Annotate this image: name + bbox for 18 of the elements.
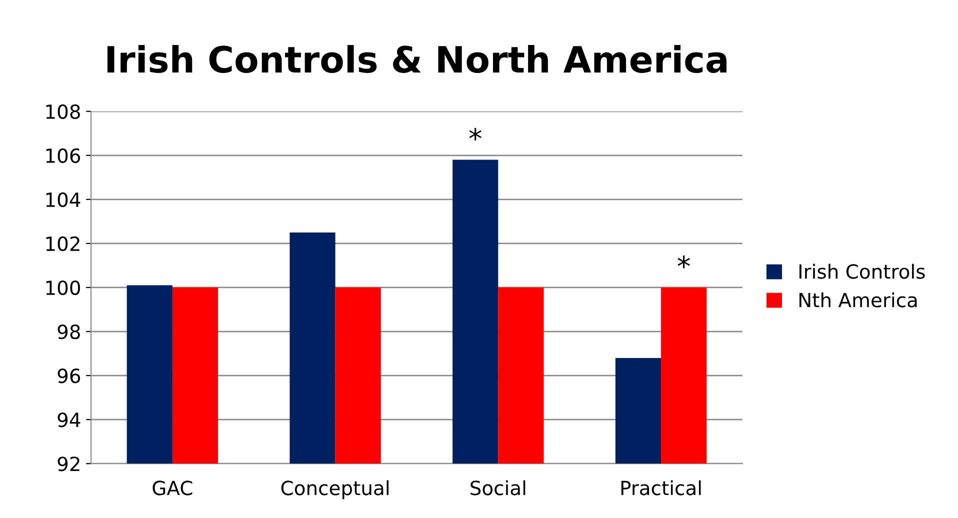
x-tick-label: Conceptual	[281, 480, 389, 500]
y-tick-label: 94	[58, 412, 80, 428]
y-tick-label: 98	[58, 324, 80, 340]
annotation: *	[678, 256, 690, 268]
legend-label: Nth America	[799, 292, 917, 308]
y-tick-label: 96	[58, 368, 80, 384]
y-tick-label: 92	[58, 456, 80, 472]
x-tick-label: Social	[470, 480, 526, 496]
y-tick-label: 102	[46, 236, 80, 252]
chart-title: Irish Controls & North America	[107, 45, 727, 73]
legend-label: Irish Controls	[799, 264, 925, 279]
x-tick-label: Practical	[621, 480, 701, 496]
y-tick-label: 100	[46, 280, 80, 296]
y-tick-label: 106	[46, 148, 80, 164]
x-tick-label: GAC	[152, 480, 192, 496]
annotation: *	[469, 128, 482, 141]
y-tick-label: 108	[46, 104, 80, 120]
y-tick-label: 104	[46, 192, 80, 208]
